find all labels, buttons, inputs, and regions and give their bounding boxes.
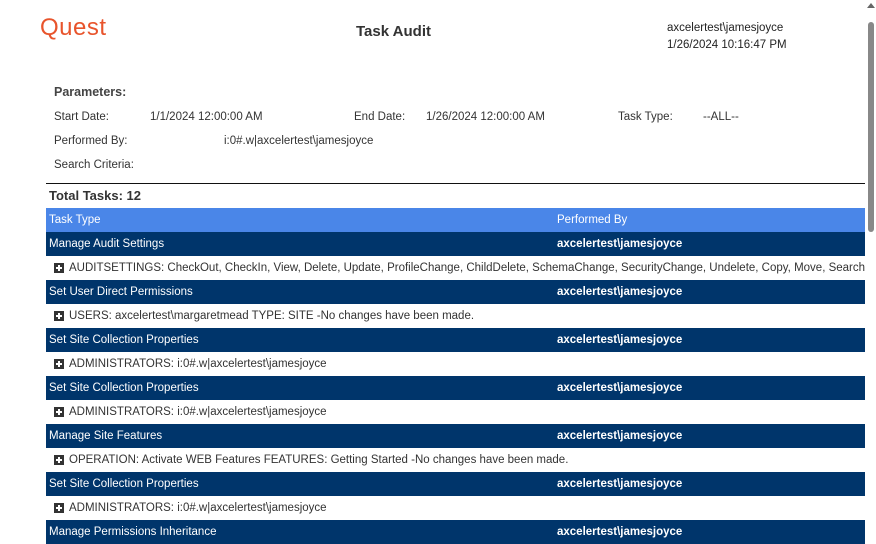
task-row: Set Site Collection Properties axcelertes… [46, 328, 865, 352]
task-detail-row: USERS: axcelertest\margaretmead TYPE: SI… [46, 304, 865, 328]
end-date-value: 1/26/2024 12:00:00 AM [426, 111, 545, 123]
task-type: Manage Permissions Inheritance [49, 526, 217, 538]
task-row: Manage Audit Settings axcelertest\jamesjo… [46, 232, 865, 256]
task-row: Set Site Collection Properties axcelertes… [46, 472, 865, 496]
task-type: Manage Site Features [49, 430, 163, 442]
task-type-label: Task Type: [618, 111, 673, 123]
task-detail-row: ADMINISTRATORS: i:0#.w|axcelertest\james… [46, 496, 865, 520]
performed-by: axcelertest\jamesjoyce [557, 478, 683, 490]
start-date-label: Start Date: [54, 111, 109, 123]
scroll-up-arrow-icon[interactable] [867, 3, 875, 8]
task-row: Manage Permissions Inheritance axcelertes… [46, 520, 865, 544]
page-title: Task Audit [356, 23, 432, 40]
task-detail-row: ADMINISTRATORS: i:0#.w|axcelertest\james… [46, 352, 865, 376]
total-tasks: Total Tasks: 12 [49, 188, 141, 203]
task-detail: AUDITSETTINGS: CheckOut, CheckIn, View, … [69, 262, 866, 274]
performed-by: axcelertest\jamesjoyce [557, 238, 683, 250]
task-type: Manage Audit Settings [49, 238, 165, 250]
performed-by: axcelertest\jamesjoyce [557, 286, 683, 298]
report-timestamp: 1/26/2024 10:16:47 PM [667, 39, 787, 51]
task-type: Set Site Collection Properties [49, 382, 199, 394]
expand-plus-icon[interactable] [54, 263, 64, 273]
performed-by-label: Performed By: [54, 135, 128, 147]
task-row: Manage Site Features axcelertest\jamesjoy… [46, 424, 865, 448]
divider [46, 183, 865, 184]
task-detail-row: AUDITSETTINGS: CheckOut, CheckIn, View, … [46, 256, 865, 280]
task-type: Set Site Collection Properties [49, 478, 199, 490]
expand-plus-icon[interactable] [54, 359, 64, 369]
task-row: Set User Direct Permissions axcelertest\j… [46, 280, 865, 304]
task-row: Set Site Collection Properties axcelertes… [46, 376, 865, 400]
performed-by-value: i:0#.w|axcelertest\jamesjoyce [224, 135, 374, 147]
task-type-value: --ALL-- [703, 111, 739, 123]
expand-plus-icon[interactable] [54, 503, 64, 513]
column-task-type: Task Type [49, 214, 101, 226]
expand-plus-icon[interactable] [54, 311, 64, 321]
task-detail-row: ADMINISTRATORS: i:0#.w|axcelertest\james… [46, 400, 865, 424]
search-criteria-label: Search Criteria: [54, 159, 134, 171]
report-user-info: axcelertest\jamesjoyce 1/26/2024 10:16:4… [667, 20, 787, 54]
task-type: Set User Direct Permissions [49, 286, 193, 298]
end-date-label: End Date: [354, 111, 406, 123]
task-type: Set Site Collection Properties [49, 334, 199, 346]
column-performed-by: Performed By [557, 214, 628, 226]
start-date-value: 1/1/2024 12:00:00 AM [150, 111, 263, 123]
task-detail: ADMINISTRATORS: i:0#.w|axcelertest\james… [69, 502, 327, 514]
expand-plus-icon[interactable] [54, 455, 64, 465]
table-header: Task Type Performed By [46, 208, 865, 232]
parameters-heading: Parameters: [54, 85, 127, 99]
scrollbar-thumb[interactable] [868, 22, 874, 232]
task-detail: OPERATION: Activate WEB Features FEATURE… [69, 454, 569, 466]
performed-by: axcelertest\jamesjoyce [557, 382, 683, 394]
task-detail-row: OPERATION: Activate WEB Features FEATURE… [46, 448, 865, 472]
task-detail: ADMINISTRATORS: i:0#.w|axcelertest\james… [69, 358, 327, 370]
expand-plus-icon[interactable] [54, 407, 64, 417]
scrollbar[interactable] [866, 0, 876, 543]
task-detail: USERS: axcelertest\margaretmead TYPE: SI… [69, 310, 475, 322]
task-detail: ADMINISTRATORS: i:0#.w|axcelertest\james… [69, 406, 327, 418]
task-table: Task Type Performed By Manage Audit Sett… [46, 208, 865, 544]
performed-by: axcelertest\jamesjoyce [557, 526, 683, 538]
performed-by: axcelertest\jamesjoyce [557, 430, 683, 442]
quest-logo: Quest [40, 14, 107, 41]
performed-by: axcelertest\jamesjoyce [557, 334, 683, 346]
current-user: axcelertest\jamesjoyce [667, 22, 784, 34]
